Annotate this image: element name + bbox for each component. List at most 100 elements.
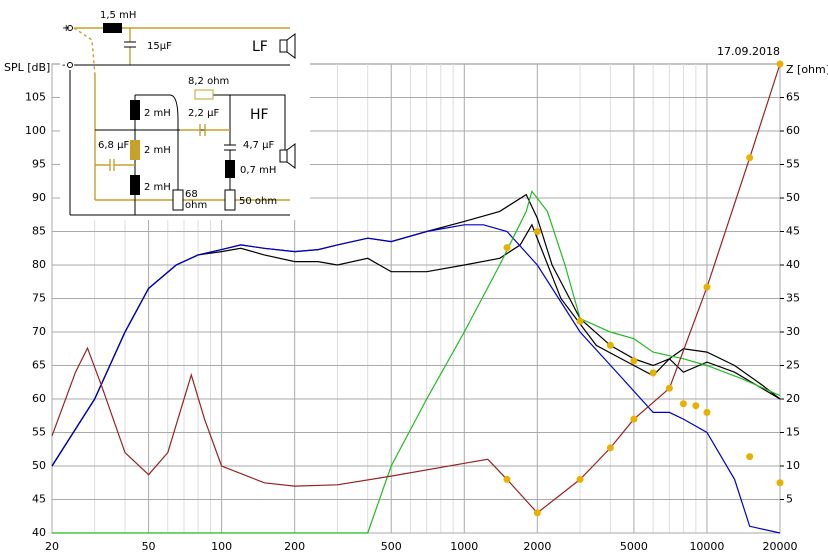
label: HF [250, 107, 269, 123]
x-tick-label: 10000 [689, 540, 724, 553]
label: 8,2 ohm [188, 76, 229, 87]
y-tick-label: 50 [32, 459, 46, 472]
y2-tick-label: 40 [786, 258, 800, 271]
y2-tick-label: 10 [786, 459, 800, 472]
marker [576, 317, 584, 325]
speaker [279, 149, 288, 163]
capacitor [95, 159, 135, 171]
marker [503, 475, 511, 483]
label: 68 [185, 189, 198, 200]
series-line [52, 189, 781, 534]
marker [679, 400, 687, 408]
y-tick-label: 45 [32, 493, 46, 506]
label: 0,7 mH [240, 165, 276, 176]
y-tick-label: 75 [32, 292, 46, 305]
x-tick-label: 5000 [620, 540, 648, 553]
resistor [224, 189, 236, 211]
label: 6,8 µF [98, 140, 129, 151]
marker [746, 453, 754, 461]
marker [630, 357, 638, 365]
marker [576, 475, 584, 483]
label: ohm [185, 200, 207, 211]
y-tick-label: 100 [25, 124, 46, 137]
y2-tick-label: 5 [786, 493, 793, 506]
inductor [130, 140, 140, 160]
label: 2 mH [144, 108, 171, 119]
marker [630, 415, 638, 423]
y2-tick-label: 45 [786, 225, 800, 238]
marker [533, 509, 541, 517]
y2-tick-label: 35 [786, 292, 800, 305]
resistor [194, 89, 214, 100]
date: 17.09.2018 [717, 45, 780, 58]
marker [776, 60, 784, 68]
label: 50 ohm [239, 196, 277, 207]
capacitor [180, 124, 230, 136]
y2-tick-label: 20 [786, 392, 800, 405]
y2-axis-label: Z [ohm] [786, 63, 828, 76]
y2-tick-label: 65 [786, 91, 800, 104]
y-tick-label: 80 [32, 258, 46, 271]
y-tick-label: 105 [25, 91, 46, 104]
marker [692, 402, 700, 410]
y2-tick-label: 30 [786, 325, 800, 338]
marker [776, 479, 784, 487]
y-tick-label: 55 [32, 426, 46, 439]
x-tick-label: 1000 [450, 540, 478, 553]
label: 15µF [147, 41, 172, 52]
label: + [62, 23, 70, 34]
y-tick-label: 90 [32, 191, 46, 204]
label: 2 mH [144, 182, 171, 193]
y2-tick-label: 50 [786, 191, 800, 204]
y2-tick-label: 60 [786, 124, 800, 137]
y-tick-label: 70 [32, 325, 46, 338]
marker [533, 228, 541, 235]
capacitor [124, 41, 136, 48]
marker [606, 444, 614, 452]
marker [665, 384, 673, 392]
resistor [172, 189, 184, 211]
y-tick-label: 85 [32, 225, 46, 238]
speaker [286, 33, 296, 59]
y2-tick-label: 15 [786, 426, 800, 439]
wire [74, 27, 290, 201]
label: 2 mH [144, 145, 171, 156]
y-tick-label: 40 [32, 526, 46, 539]
series-line [51, 224, 781, 534]
label: LF [252, 39, 268, 55]
circuit: + - 1,5 mH 15µF LF 8,2 ohm 2 mH 2,2 µF H… [60, 0, 310, 220]
x-tick-label: 20000 [763, 540, 798, 553]
inductor [103, 23, 122, 33]
x-tick-label: 2000 [523, 540, 551, 553]
wire [73, 27, 96, 76]
speaker [286, 143, 296, 169]
x-tick-label: 100 [211, 540, 232, 553]
marker [703, 283, 711, 291]
speaker [279, 39, 288, 53]
y2-tick-label: 55 [786, 158, 800, 171]
capacitor [224, 144, 236, 151]
label: 2,2 µF [188, 108, 219, 119]
y-tick-label: 95 [32, 158, 46, 171]
marker [503, 244, 511, 252]
label: 1,5 mH [100, 10, 136, 21]
x-tick-label: 500 [381, 540, 402, 553]
inductor [130, 175, 140, 195]
label: 4,7 µF [243, 140, 274, 151]
y-tick-label: 60 [32, 392, 46, 405]
label: - [62, 60, 66, 71]
inductor [225, 160, 235, 178]
marker [649, 369, 657, 377]
marker [746, 154, 754, 162]
y2-tick-label: 25 [786, 359, 800, 372]
y-axis-label: SPL [dB] [4, 61, 50, 74]
inductor [130, 100, 140, 120]
terminal [67, 25, 73, 31]
wire [69, 64, 290, 216]
marker [703, 408, 711, 416]
x-tick-label: 50 [142, 540, 156, 553]
marker [606, 341, 614, 349]
circuit-box [60, 0, 310, 220]
x-tick-label: 20 [45, 540, 59, 553]
